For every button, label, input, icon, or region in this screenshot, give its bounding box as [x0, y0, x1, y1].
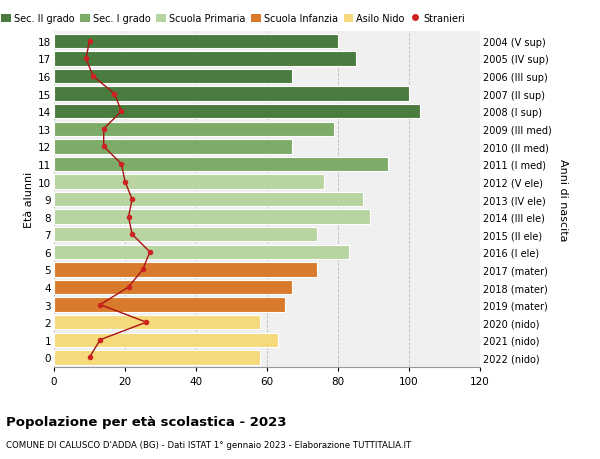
Bar: [54, 350, 260, 365]
Text: COMUNE DI CALUSCO D'ADDA (BG) - Dati ISTAT 1° gennaio 2023 - Elaborazione TUTTIT: COMUNE DI CALUSCO D'ADDA (BG) - Dati IST…: [6, 440, 411, 449]
Bar: [54, 87, 409, 101]
Legend: Sec. II grado, Sec. I grado, Scuola Primaria, Scuola Infanzia, Asilo Nido, Stran: Sec. II grado, Sec. I grado, Scuola Prim…: [1, 14, 465, 24]
Bar: [54, 192, 363, 207]
Bar: [54, 157, 388, 172]
Bar: [54, 105, 419, 119]
Bar: [54, 245, 349, 259]
Bar: [54, 140, 292, 154]
Bar: [54, 298, 285, 312]
Bar: [54, 34, 338, 49]
Bar: [54, 175, 324, 189]
Bar: [54, 280, 292, 295]
Bar: [54, 70, 292, 84]
Text: Popolazione per età scolastica - 2023: Popolazione per età scolastica - 2023: [6, 415, 287, 428]
Bar: [54, 210, 370, 224]
Bar: [54, 263, 317, 277]
Y-axis label: Anni di nascita: Anni di nascita: [558, 158, 568, 241]
Bar: [54, 333, 278, 347]
Bar: [54, 52, 356, 67]
Bar: [54, 122, 334, 137]
Bar: [54, 315, 260, 330]
Bar: [54, 228, 317, 242]
Y-axis label: Età alunni: Età alunni: [24, 172, 34, 228]
